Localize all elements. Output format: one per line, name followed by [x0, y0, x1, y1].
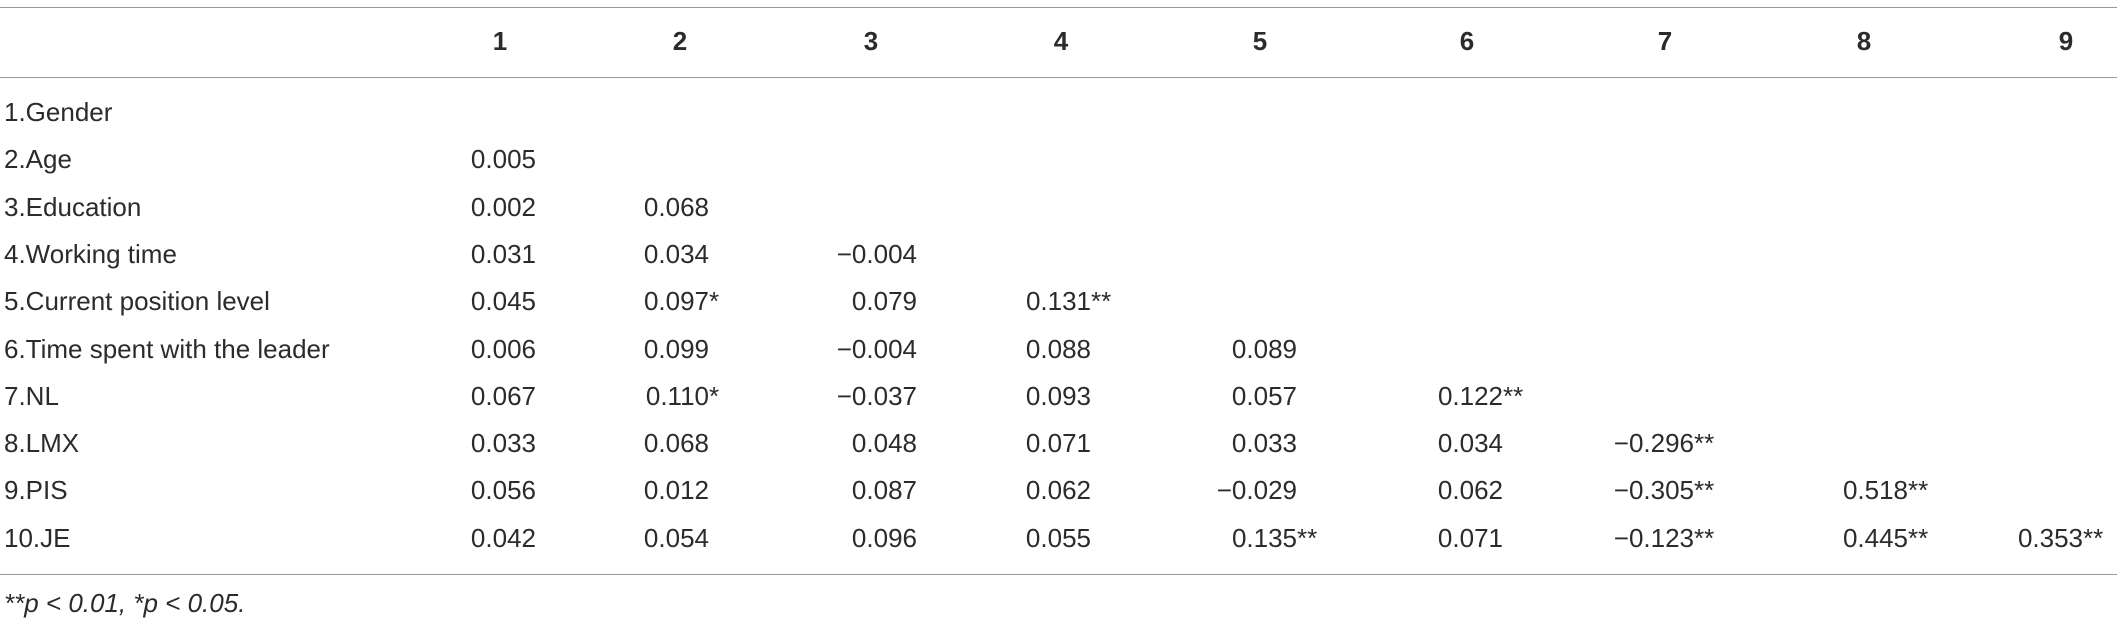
table-cell: 0.110*: [645, 380, 720, 411]
table-cell: 0.071: [1437, 522, 1503, 553]
table-cell: 0.135**: [1231, 522, 1318, 553]
column-header: 7: [1657, 26, 1673, 56]
row-label: 6.Time spent with the leader: [4, 333, 330, 364]
table-cell: 0.033: [470, 428, 536, 459]
table-cell: 0.068: [643, 191, 709, 222]
header-rule: [0, 77, 2117, 78]
table-cell: 0.048: [851, 428, 917, 459]
table-cell: 0.122**: [1437, 380, 1524, 411]
column-header: 2: [672, 26, 688, 56]
top-rule: [0, 7, 2117, 8]
table-cell: 0.055: [1025, 522, 1091, 553]
table-cell: 0.033: [1231, 428, 1297, 459]
column-header: 3: [863, 26, 879, 56]
row-label: 7.NL: [4, 380, 59, 411]
table-cell: 0.089: [1231, 333, 1297, 364]
table-cell: −0.305**: [1613, 475, 1715, 506]
column-header: 9: [2058, 26, 2074, 56]
table-cell: 0.099: [643, 333, 709, 364]
table-cell: −0.004: [836, 238, 917, 269]
table-cell: 0.445**: [1842, 522, 1929, 553]
table-cell: −0.123**: [1613, 522, 1715, 553]
table-cell: 0.068: [643, 428, 709, 459]
table-cell: 0.088: [1025, 333, 1091, 364]
table-cell: 0.034: [1437, 428, 1503, 459]
row-label: 2.Age: [4, 144, 72, 175]
table-cell: 0.034: [643, 238, 709, 269]
row-label: 8.LMX: [4, 428, 80, 459]
column-header: 5: [1252, 26, 1268, 56]
table-cell: 0.062: [1025, 475, 1091, 506]
table-cell: −0.004: [836, 333, 917, 364]
row-label: 9.PIS: [4, 475, 68, 506]
table-cell: −0.029: [1216, 475, 1297, 506]
table-cell: 0.096: [851, 522, 917, 553]
table-cell: 0.071: [1025, 428, 1091, 459]
table-cell: −0.296**: [1613, 428, 1715, 459]
table-cell: 0.031: [470, 238, 536, 269]
bottom-rule: [0, 574, 2117, 575]
row-label: 10.JE: [4, 522, 71, 553]
table-cell: 0.097*: [643, 286, 720, 317]
table-cell: 0.093: [1025, 380, 1091, 411]
table-cell: −0.037: [836, 380, 917, 411]
table-cell: 0.002: [470, 191, 536, 222]
table-cell: 0.056: [470, 475, 536, 506]
table-note: **p < 0.01, *p < 0.05.: [4, 588, 246, 618]
column-header: 1: [492, 26, 508, 56]
table-cell: 0.005: [470, 144, 536, 175]
row-label: 3.Education: [4, 191, 142, 222]
row-label: 1.Gender: [4, 97, 113, 127]
column-header: 8: [1856, 26, 1872, 56]
table-cell: 0.045: [470, 286, 536, 317]
table-cell: 0.057: [1231, 380, 1297, 411]
table-cell: 0.131**: [1025, 286, 1112, 317]
table-cell: 0.006: [470, 333, 536, 364]
table-cell: 0.054: [643, 522, 709, 553]
table-cell: 0.079: [851, 286, 917, 317]
row-label: 4.Working time: [4, 238, 177, 269]
column-header: 6: [1459, 26, 1475, 56]
table-cell: 0.087: [851, 475, 917, 506]
table-cell: 0.353**: [2017, 522, 2104, 553]
column-header: 4: [1053, 26, 1069, 56]
table-cell: 0.518**: [1842, 475, 1929, 506]
table-cell: 0.042: [470, 522, 536, 553]
table-cell: 0.062: [1437, 475, 1503, 506]
table-cell: 0.067: [470, 380, 536, 411]
table-cell: 0.012: [643, 475, 709, 506]
row-label: 5.Current position level: [4, 286, 270, 317]
